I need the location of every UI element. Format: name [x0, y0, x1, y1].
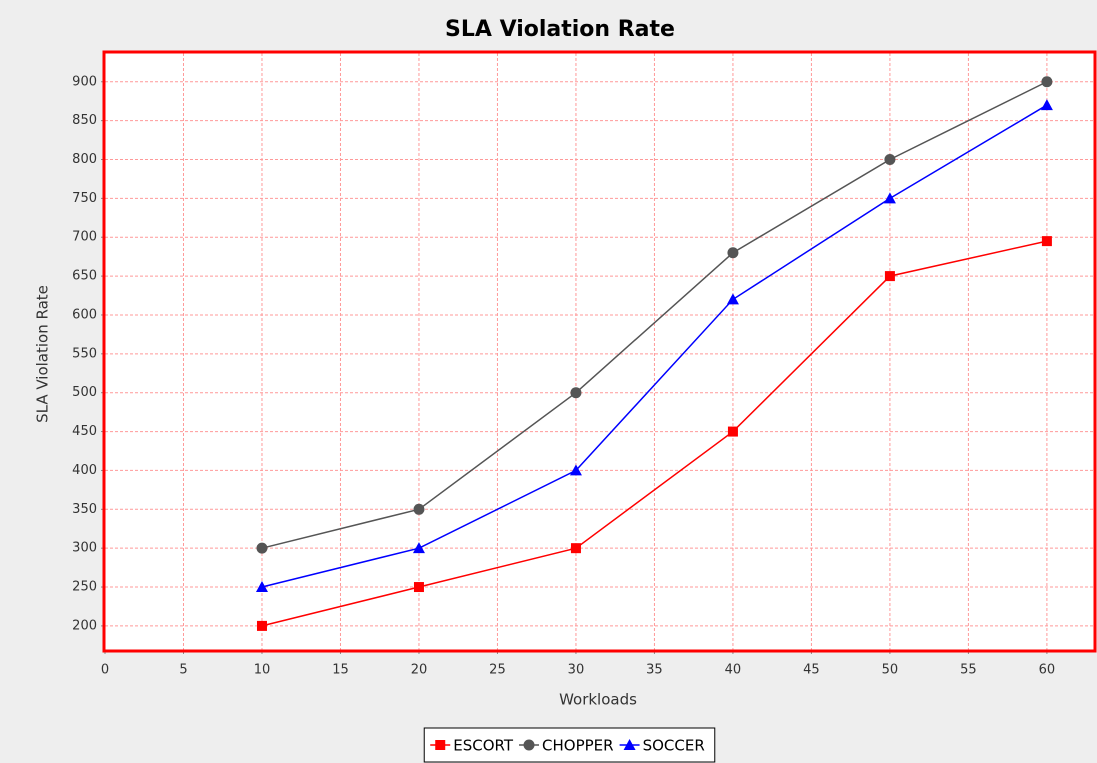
x-tick-label: 10: [254, 663, 271, 678]
marker: [570, 387, 582, 399]
y-tick-label: 850: [72, 113, 97, 128]
y-tick-label: 550: [72, 346, 97, 361]
legend-box: [423, 727, 716, 763]
legend: ESCORT CHOPPER SOCCER: [423, 727, 716, 763]
marker: [727, 247, 739, 259]
series-line: [261, 81, 1048, 549]
marker: [255, 581, 268, 593]
x-tick-label: 40: [725, 663, 742, 678]
x-tick-label: 55: [960, 663, 977, 678]
series-line: [261, 240, 1048, 627]
marker: [412, 542, 425, 554]
y-tick-label: 500: [72, 385, 97, 400]
marker: [523, 739, 535, 751]
y-tick-label: 300: [72, 541, 97, 556]
marker: [1041, 76, 1053, 88]
y-tick-label: 400: [72, 463, 97, 478]
x-tick-label: 35: [646, 663, 663, 678]
marker: [884, 271, 895, 282]
marker: [256, 542, 268, 554]
marker: [1040, 99, 1053, 111]
y-tick-label: 750: [72, 191, 97, 206]
x-tick-label: 0: [101, 663, 109, 678]
y-tick-label: 900: [72, 74, 97, 89]
x-tick-label: 60: [1039, 663, 1056, 678]
legend-label: SOCCER: [643, 737, 705, 755]
marker: [569, 464, 582, 476]
legend-item: SOCCER: [619, 737, 705, 755]
marker: [413, 582, 424, 593]
marker: [570, 543, 581, 554]
x-tick-label: 5: [179, 663, 187, 678]
plot-border: [102, 50, 1097, 653]
marker: [1041, 236, 1052, 247]
marker: [727, 426, 738, 437]
legend-label: ESCORT: [453, 737, 514, 755]
x-tick-label: 15: [332, 663, 349, 678]
marker: [623, 739, 636, 750]
x-tick-label: 45: [803, 663, 820, 678]
legend-item: CHOPPER: [519, 737, 614, 755]
marker: [413, 503, 425, 515]
legend-item: ESCORT: [430, 737, 514, 755]
marker: [883, 192, 896, 204]
y-tick-label: 200: [72, 618, 97, 633]
x-tick-label: 20: [411, 663, 428, 678]
y-tick-label: 700: [72, 230, 97, 245]
marker: [256, 620, 267, 631]
y-tick-label: 600: [72, 307, 97, 322]
y-tick-label: 650: [72, 269, 97, 284]
marker: [884, 153, 896, 165]
x-tick-label: 25: [489, 663, 506, 678]
y-tick-label: 250: [72, 580, 97, 595]
marker: [435, 740, 446, 750]
y-tick-label: 350: [72, 502, 97, 517]
series-line: [261, 104, 1048, 588]
marker: [726, 293, 739, 305]
y-axis-label: SLA Violation Rate: [34, 285, 52, 423]
x-tick-label: 30: [568, 663, 585, 678]
legend-label: CHOPPER: [542, 737, 614, 755]
x-tick-label: 50: [882, 663, 899, 678]
y-tick-label: 800: [72, 152, 97, 167]
plot-area: [105, 53, 1094, 650]
chart-title: SLA Violation Rate: [445, 17, 675, 42]
x-axis-label: Workloads: [559, 691, 637, 709]
y-tick-label: 450: [72, 424, 97, 439]
